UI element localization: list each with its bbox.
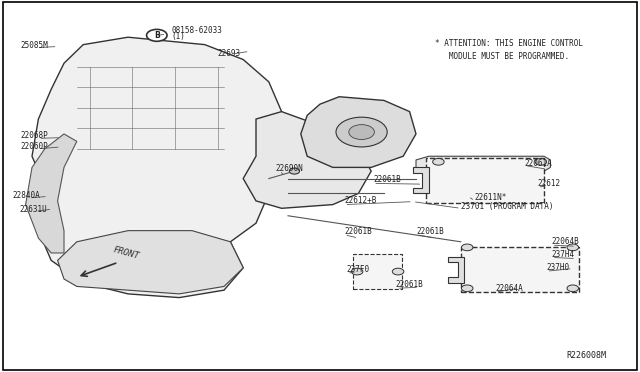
Text: 22064A: 22064A xyxy=(495,284,523,293)
Text: 22612+B: 22612+B xyxy=(344,196,377,205)
Text: 22061B: 22061B xyxy=(417,227,444,235)
Text: 22611N*: 22611N* xyxy=(475,193,508,202)
Circle shape xyxy=(336,117,387,147)
Circle shape xyxy=(433,158,444,165)
Text: 237F0: 237F0 xyxy=(347,265,370,274)
Circle shape xyxy=(535,158,547,165)
Circle shape xyxy=(289,168,300,174)
Text: 22061B: 22061B xyxy=(373,175,401,184)
Circle shape xyxy=(392,268,404,275)
Circle shape xyxy=(147,29,167,41)
Text: 08158-62033: 08158-62033 xyxy=(172,26,222,35)
Circle shape xyxy=(461,285,473,292)
Text: 22060P: 22060P xyxy=(20,142,48,151)
Text: 22840A: 22840A xyxy=(13,191,40,200)
Text: R226008M: R226008M xyxy=(566,351,607,360)
Polygon shape xyxy=(448,257,464,283)
Circle shape xyxy=(351,268,363,275)
Text: 22061B: 22061B xyxy=(396,280,423,289)
FancyBboxPatch shape xyxy=(3,2,637,370)
Text: 22061B: 22061B xyxy=(344,227,372,235)
Text: (1): (1) xyxy=(172,32,186,41)
Text: 237H0: 237H0 xyxy=(547,263,570,272)
Polygon shape xyxy=(416,156,550,171)
FancyBboxPatch shape xyxy=(426,158,544,203)
Circle shape xyxy=(567,285,579,292)
Text: 22693: 22693 xyxy=(218,49,241,58)
Polygon shape xyxy=(243,112,371,208)
Text: 25085M: 25085M xyxy=(20,41,48,49)
Text: 22690N: 22690N xyxy=(275,164,303,173)
Text: * ATTENTION: THIS ENGINE CONTROL
   MODULE MUST BE PROGRAMMED.: * ATTENTION: THIS ENGINE CONTROL MODULE … xyxy=(435,39,583,61)
Polygon shape xyxy=(413,167,429,193)
Polygon shape xyxy=(32,37,282,298)
Text: 22631U: 22631U xyxy=(19,205,47,214)
Text: 22612: 22612 xyxy=(538,179,561,188)
Polygon shape xyxy=(301,97,416,167)
Text: 22068P: 22068P xyxy=(20,131,48,140)
Polygon shape xyxy=(58,231,243,294)
Text: 22064B: 22064B xyxy=(552,237,579,246)
Circle shape xyxy=(567,244,579,251)
Text: 22061A: 22061A xyxy=(525,158,552,167)
Text: B: B xyxy=(154,31,159,40)
Text: 237H4: 237H4 xyxy=(552,250,575,259)
Text: FRONT: FRONT xyxy=(112,245,140,260)
Text: 23701 (PROGRAM DATA): 23701 (PROGRAM DATA) xyxy=(461,202,554,211)
Circle shape xyxy=(461,244,473,251)
FancyBboxPatch shape xyxy=(461,247,579,292)
Polygon shape xyxy=(26,134,77,253)
Circle shape xyxy=(349,125,374,140)
FancyBboxPatch shape xyxy=(353,254,402,289)
